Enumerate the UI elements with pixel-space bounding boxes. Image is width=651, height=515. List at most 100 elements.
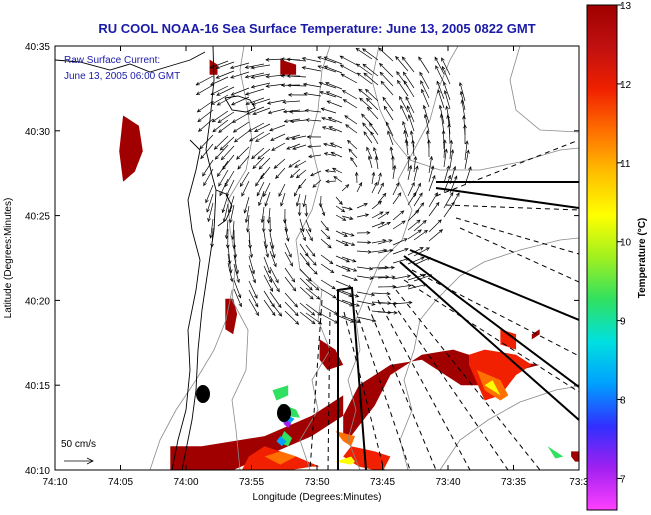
current-vector-head [288, 164, 293, 168]
current-vector [340, 64, 358, 75]
current-vector [237, 155, 250, 170]
current-vector [257, 148, 271, 160]
current-vector-head [244, 218, 249, 224]
current-vector-head [216, 101, 221, 106]
current-vector-head [348, 148, 353, 153]
current-vector-head [468, 166, 472, 171]
current-vector [299, 252, 310, 266]
current-vector-head [354, 293, 360, 298]
current-vector [241, 180, 250, 197]
coast-line [55, 51, 206, 73]
current-vector [269, 266, 279, 283]
current-vector [341, 315, 361, 323]
current-vector [383, 106, 394, 121]
current-vector [202, 159, 214, 177]
current-vector [436, 81, 445, 100]
current-vector-head [348, 206, 353, 211]
current-vector-head [258, 201, 262, 207]
current-vector [386, 122, 394, 137]
current-vector [245, 88, 265, 95]
current-vector-head [244, 74, 249, 79]
current-vector [335, 314, 354, 323]
current-vector [230, 62, 250, 69]
current-vector [335, 255, 350, 263]
current-vector [331, 151, 343, 158]
current-vector-head [199, 145, 204, 150]
current-vector-head [422, 104, 427, 110]
current-vector-head [445, 105, 449, 110]
current-vector-head [263, 192, 267, 198]
track-solid [337, 286, 367, 470]
current-vector-head [294, 303, 299, 308]
current-vector [371, 172, 375, 185]
current-vector-head [344, 115, 349, 119]
current-vector [220, 136, 235, 151]
current-vector-head [361, 113, 366, 118]
current-vector-head [311, 252, 316, 257]
current-vector-head [368, 266, 374, 271]
current-vector-head [416, 219, 421, 224]
current-vector [320, 195, 322, 207]
current-vector-head [380, 221, 385, 226]
current-vector-head [321, 211, 326, 217]
current-vector-head [333, 176, 338, 180]
current-vector [296, 193, 301, 207]
current-vector [269, 291, 282, 308]
current-vector [326, 91, 343, 99]
current-vector-head [437, 219, 442, 224]
current-vector [269, 250, 277, 267]
current-vector-head [396, 71, 400, 76]
current-vector [232, 112, 250, 123]
current-vector [323, 143, 337, 148]
current-vector [324, 65, 343, 74]
current-vector [342, 90, 358, 100]
current-vector [299, 286, 314, 300]
current-vector-head [374, 155, 379, 161]
current-vector-head [347, 284, 353, 288]
contour-line [371, 46, 579, 171]
current-vector [219, 178, 229, 196]
current-vector-head [282, 219, 287, 224]
x-axis-label: Longitude (Degrees:Minutes) [253, 492, 382, 503]
current-vector-head [289, 262, 293, 267]
current-vector-head [371, 171, 376, 176]
current-vector-head [345, 124, 350, 128]
current-vector-head [261, 228, 266, 233]
current-vector-head [245, 101, 250, 106]
current-vector-head [317, 320, 323, 325]
current-vector [420, 80, 430, 99]
current-vector [233, 263, 240, 283]
current-vector [377, 211, 390, 220]
current-vector [407, 219, 421, 231]
current-vector [392, 302, 412, 305]
current-vector [341, 231, 355, 237]
current-vector-head [210, 243, 214, 248]
current-vector [324, 152, 337, 157]
current-vector-head [422, 283, 428, 287]
track-solid [409, 249, 579, 321]
current-vector [320, 220, 329, 231]
current-vector [251, 64, 271, 69]
current-vector [459, 82, 466, 102]
current-vector-head [215, 65, 220, 70]
current-vector [428, 166, 434, 183]
current-vector [305, 244, 316, 257]
current-vector [222, 194, 229, 213]
current-vector-head [363, 72, 368, 77]
current-vector [423, 105, 430, 124]
current-vector [392, 220, 406, 230]
current-vector [299, 302, 315, 316]
current-vector [248, 264, 256, 283]
current-vector [266, 83, 286, 87]
current-vector-head [285, 136, 290, 140]
plot-background [55, 46, 579, 470]
current-vector-head [230, 75, 235, 79]
current-vector [258, 157, 271, 170]
current-vector [371, 292, 391, 295]
current-vector [216, 86, 235, 96]
track-dashed [411, 269, 579, 357]
current-vector [435, 65, 445, 84]
current-vector [428, 192, 438, 208]
current-vector [407, 156, 410, 172]
